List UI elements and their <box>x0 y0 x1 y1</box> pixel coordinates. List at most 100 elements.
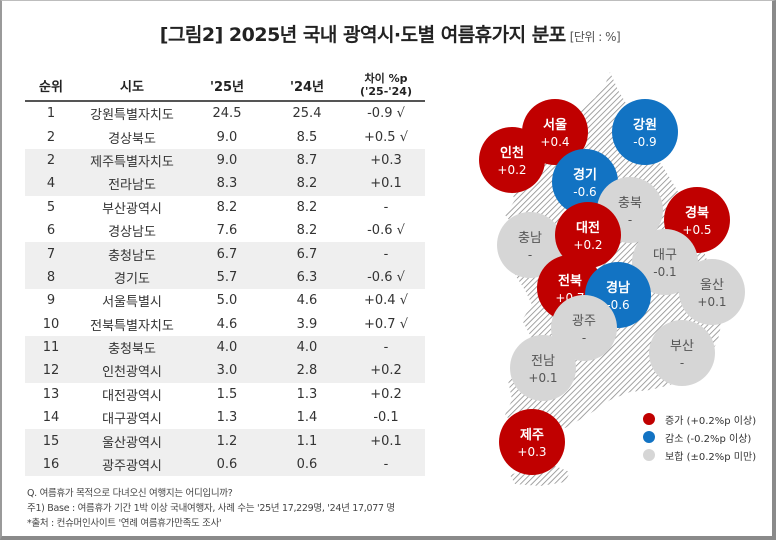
region-value-label: - <box>680 356 684 370</box>
legend: 증가 (+0.2%p 이상) 감소 (-0.2%p 이상) 보합 (±0.2%p… <box>643 410 756 464</box>
region-circle <box>632 229 698 295</box>
cell-rank: 6 <box>46 223 56 239</box>
cell-rank: 14 <box>42 410 60 426</box>
cell-region: 서울특별시 <box>102 295 162 311</box>
cell-diff: - <box>347 452 425 477</box>
table-body: 1 강원특별자치도 24.5 25.4 -0.9 √ 2 경상북도 9.0 8.5 +0.5 √ 2… <box>25 101 425 477</box>
cell-region: 대구광역시 <box>102 412 162 428</box>
korea-map: 서울 +0.4 강원 -0.9 인천 +0.2 경기 -0.6 충북 - 경북 +0.5 충남 - 대전 +0… <box>479 72 745 486</box>
cell-region: 전라남도 <box>77 172 187 196</box>
region-value-label: -0.1 <box>653 265 676 279</box>
cell-region: 경상북도 <box>108 131 156 147</box>
region-value-label: +0.4 <box>540 135 569 149</box>
cell-rank: 13 <box>42 386 60 402</box>
table-row: 15 울산광역시 1.2 1.1 +0.1 <box>25 429 425 453</box>
legend-item-flat: 보합 (±0.2%p 미만) <box>643 446 756 464</box>
header-2024: '24년 <box>267 70 347 102</box>
table-row: 7 충청남도 6.7 6.7- <box>25 242 425 266</box>
region-name-label: 경남 <box>606 280 630 296</box>
region-name-label: 충남 <box>518 231 542 246</box>
header-region: 시도 <box>77 70 187 102</box>
cell-region: 인천광역시 <box>77 359 187 383</box>
footnote-base: 주1) Base : 여름휴가 기간 1박 이상 국내여행자, 사례 수는 '2… <box>27 503 395 514</box>
table-row: 8 경기도 5.7 6.3 -0.6 √ <box>25 265 425 290</box>
region-circle <box>510 335 576 401</box>
cell-2025: 6.7 <box>187 242 267 266</box>
legend-label-increase: 증가 (+0.2%p 이상) <box>665 415 757 427</box>
cell-diff: +0.1 <box>347 429 425 453</box>
cell-diff: +0.5 √ <box>364 129 408 145</box>
legend-dot-increase-icon <box>643 413 655 425</box>
cell-diff: +0.2 <box>347 359 425 383</box>
title-text: [그림2] 2025년 국내 광역시·도별 여름휴가지 분포 <box>159 24 566 46</box>
cell-region: 제주특별자치도 <box>77 148 187 173</box>
region-value-label: +0.3 <box>517 445 546 459</box>
legend-item-decrease: 감소 (-0.2%p 이상) <box>643 428 756 446</box>
cell-rank: 16 <box>25 452 77 477</box>
cell-2024: 1.3 <box>296 386 318 402</box>
cell-2025: 8.3 <box>187 172 267 196</box>
map-region-bubble: 강원 -0.9 <box>612 99 678 165</box>
region-name-label: 전남 <box>531 354 555 369</box>
cell-2024: 8.7 <box>267 148 347 173</box>
cell-region: 광주광역시 <box>77 452 187 477</box>
cell-2025: 4.0 <box>187 335 267 360</box>
table-row: 4 전라남도 8.3 8.2 +0.1 <box>25 172 425 196</box>
table-row: 5 부산광역시 8.2 8.2 - <box>25 196 425 219</box>
cell-region: 울산광역시 <box>77 429 187 453</box>
legend-dot-flat-icon <box>643 449 655 461</box>
cell-rank: 2 <box>25 148 77 173</box>
cell-region: 경기도 <box>77 265 187 290</box>
cell-diff: -0.6 √ <box>367 223 405 239</box>
cell-region: 부산광역시 <box>102 201 162 217</box>
region-value-label: - <box>628 213 632 227</box>
cell-rank: 10 <box>42 316 60 332</box>
cell-2025: 4.6 <box>216 316 238 332</box>
footnote-source: *출처 : 컨슈머인사이트 '연례 여름휴가만족도 조사' <box>27 518 222 529</box>
cell-2025: 1.5 <box>216 386 238 402</box>
cell-diff: -0.9 √ <box>367 106 405 122</box>
map-region-bubble: 대구 -0.1 <box>632 229 698 295</box>
map-region-bubble: 울산 +0.1 <box>679 259 745 325</box>
cell-region: 강원특별자치도 <box>90 108 174 124</box>
header-rank: 순위 <box>25 70 77 102</box>
table-row: 11 충청북도 4.0 4.0- <box>25 335 425 360</box>
cell-2025: 1.2 <box>187 429 267 453</box>
region-value-label: +0.2 <box>497 163 526 177</box>
region-value-label: - <box>582 331 586 345</box>
region-circle <box>497 212 563 278</box>
region-value-label: +0.1 <box>697 295 726 309</box>
map-circles: 서울 +0.4 강원 -0.9 인천 +0.2 경기 -0.6 충북 - 경북 +0.5 충남 - 대전 +0… <box>479 99 745 475</box>
cell-2024: 4.6 <box>296 293 318 309</box>
unit-label: [단위 : %] <box>569 30 621 44</box>
cell-2024: 1.4 <box>296 410 318 426</box>
cell-2024: 3.9 <box>296 316 318 332</box>
cell-2024: 0.6 <box>267 452 347 477</box>
legend-label-decrease: 감소 (-0.2%p 이상) <box>665 433 752 445</box>
table-header-row: 순위 시도 '25년 '24년 차이 %p ('25-'24) <box>25 70 425 102</box>
table-row: 6 경상남도 7.6 8.2 -0.6 √ <box>25 219 425 242</box>
cell-2024: 25.4 <box>292 106 322 122</box>
cell-rank: 5 <box>46 199 56 215</box>
cell-diff: - <box>347 335 425 360</box>
region-value-label: -0.9 <box>633 135 656 149</box>
header-diff-line2: ('25-'24) <box>360 85 412 98</box>
cell-diff: +0.3 <box>347 148 425 173</box>
cell-diff: - <box>347 242 425 266</box>
region-value-label: -0.6 <box>573 185 596 199</box>
ranking-table: 순위 시도 '25년 '24년 차이 %p ('25-'24) 1 강원특별자치도… <box>25 70 425 477</box>
region-circle <box>555 202 621 268</box>
cell-diff: +0.2 <box>370 386 402 402</box>
cell-2024: 6.3 <box>267 265 347 290</box>
region-circle <box>479 127 545 193</box>
map-region-bubble: 제주 +0.3 <box>499 409 565 475</box>
region-value-label: +0.2 <box>573 238 602 252</box>
cell-2025: 1.3 <box>216 410 238 426</box>
region-circle <box>649 320 715 386</box>
cell-2025: 9.0 <box>216 129 238 145</box>
table-row: 14 대구광역시 1.3 1.4 -0.1 <box>25 406 425 429</box>
region-name-label: 부산 <box>670 339 694 354</box>
footnotes: Q. 여름휴가 목적으로 다녀오신 여행지는 어디입니까? 주1) Base :… <box>27 486 395 531</box>
table-row: 2 경상북도 9.0 8.5 +0.5 √ <box>25 125 425 148</box>
